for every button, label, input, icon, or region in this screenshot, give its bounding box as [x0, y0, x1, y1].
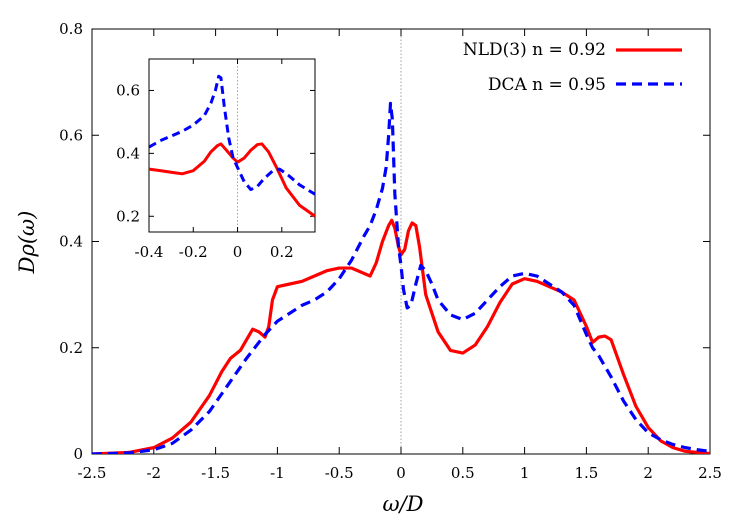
inset-y-tick-label: 0.2	[116, 207, 140, 225]
y-axis-title: Dρ(ω)	[15, 211, 39, 275]
main-y-tick-label: 0.4	[59, 233, 83, 251]
main-y-tick-label: 0.2	[59, 339, 83, 357]
main-x-tick-label: 1	[520, 464, 530, 482]
main-x-tick-label: -1.5	[201, 464, 230, 482]
inset-x-tick-label: 0	[233, 243, 243, 261]
main-y-tick-label: 0.8	[59, 20, 83, 38]
main-x-tick-label: 1.5	[574, 464, 598, 482]
inset-y-tick-label: 0.6	[116, 81, 140, 99]
main-plot: -2.5 -2 -1.5 -1 -0.5 0 0.5 1 1.5 2 2.5 0 0.2 0.4 0.6 0.…	[59, 20, 722, 482]
legend: NLD(3) n = 0.92 DCA n = 0.95	[463, 40, 682, 95]
inset-y-tick-label: 0.4	[116, 144, 140, 162]
main-y-tick-label: 0.6	[59, 126, 83, 144]
inset-x-tick-label: -0.2	[179, 243, 208, 261]
main-x-tick-label: 2.5	[698, 464, 722, 482]
inset-plot: -0.4 -0.2 0 0.2 0.2 0.4 0.6	[116, 58, 316, 261]
main-x-tick-label: 0	[396, 464, 406, 482]
inset-x-tick-label: -0.4	[135, 243, 164, 261]
legend-label-nld: NLD(3) n = 0.92	[463, 40, 606, 60]
inset-series-dca-line	[149, 74, 315, 196]
main-x-tick-label: -2	[146, 464, 161, 482]
x-axis-title: ω/D	[382, 492, 423, 516]
inset-frame	[148, 58, 316, 233]
main-x-tick-label: -0.5	[325, 464, 354, 482]
main-x-tick-label: -2.5	[78, 464, 107, 482]
main-x-tick-label: -1	[270, 464, 285, 482]
main-series-dca-line	[92, 101, 710, 454]
main-x-tick-label: 0.5	[451, 464, 475, 482]
inset-x-tick-label: 0.2	[270, 243, 294, 261]
main-x-tick-label: 2	[643, 464, 653, 482]
legend-label-dca: DCA n = 0.95	[488, 75, 606, 95]
inset-series-nld-line	[149, 142, 315, 218]
main-y-tick-label: 0	[73, 445, 83, 463]
